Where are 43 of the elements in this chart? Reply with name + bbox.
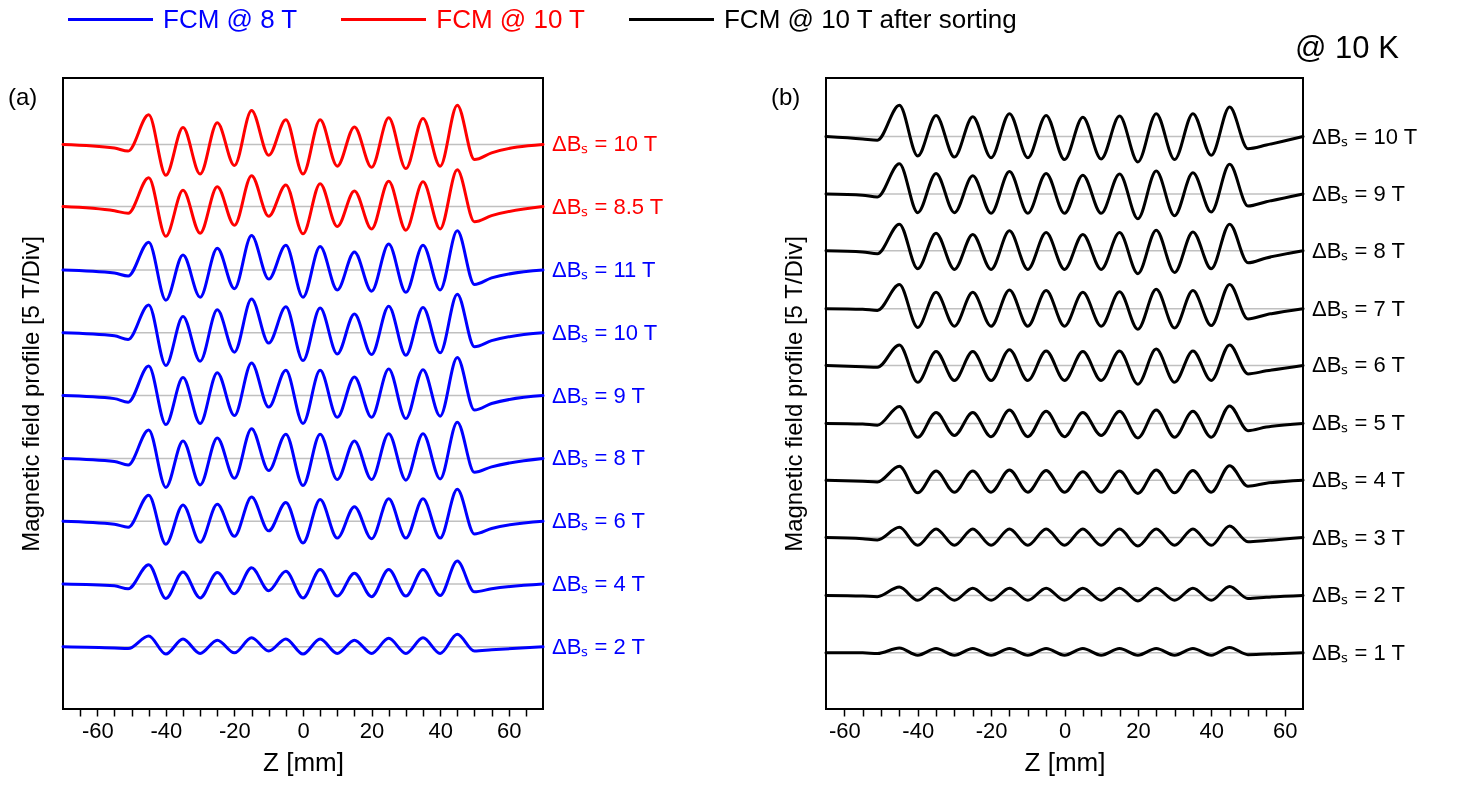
x-tick-label: -20 <box>975 717 1008 743</box>
series-label: ΔBₛ = 10 T <box>552 131 658 157</box>
x-tick-label: 40 <box>428 717 453 743</box>
series-label: ΔBₛ = 2 T <box>552 633 645 659</box>
x-tick-label: -60 <box>81 717 114 743</box>
text: FCM @ 10 T <box>436 4 585 35</box>
series-label: ΔBₛ = 8 T <box>552 445 645 471</box>
y-axis-title: Magnetic field profile [5 T/Div] <box>16 236 44 552</box>
series-label: ΔBₛ = 6 T <box>1312 352 1405 378</box>
text: @ 10 K <box>1295 30 1399 66</box>
x-tick-label: 20 <box>1126 717 1151 743</box>
x-tick-label: 60 <box>496 717 522 743</box>
series-label: ΔBₛ = 3 T <box>1312 524 1405 550</box>
series-label: ΔBₛ = 10 T <box>1312 123 1418 149</box>
text: FCM @ 8 T <box>163 4 298 35</box>
series-label: ΔBₛ = 6 T <box>552 508 645 534</box>
chart-title: (a) <box>8 83 38 110</box>
x-tick-label: 40 <box>1199 717 1225 743</box>
series-label: ΔBₛ = 5 T <box>1312 410 1405 436</box>
x-tick-label: -20 <box>219 717 251 743</box>
x-tick-label: 20 <box>359 717 385 743</box>
x-tick-label: 60 <box>1272 717 1298 743</box>
x-axis-title: Z [mm] <box>1024 746 1106 777</box>
series-label: ΔBₛ = 7 T <box>1312 295 1405 321</box>
series-label: ΔBₛ = 9 T <box>552 382 645 408</box>
series-label: ΔBₛ = 9 T <box>1312 180 1405 206</box>
text: FCM @ 10 T after sorting <box>723 4 1017 35</box>
x-tick-label: -40 <box>902 717 935 743</box>
y-axis-title: Magnetic field profile [5 T/Div] <box>779 236 807 552</box>
chart-title: (b) <box>771 83 801 110</box>
x-axis-title: Z [mm] <box>263 746 344 777</box>
series-label: ΔBₛ = 4 T <box>1312 467 1405 493</box>
series-label: ΔBₛ = 8.5 T <box>552 193 664 219</box>
series-label: ΔBₛ = 4 T <box>552 571 645 597</box>
series-label: ΔBₛ = 11 T <box>552 257 656 283</box>
x-tick-label: 0 <box>297 717 310 743</box>
series-label: ΔBₛ = 10 T <box>552 319 658 345</box>
x-tick-label: -40 <box>150 717 183 743</box>
series-label: ΔBₛ = 8 T <box>1312 237 1405 263</box>
x-tick-label: -60 <box>828 717 861 743</box>
series-label: ΔBₛ = 1 T <box>1312 639 1405 665</box>
series-label: ΔBₛ = 2 T <box>1312 582 1405 608</box>
x-tick-label: 0 <box>1058 717 1072 743</box>
